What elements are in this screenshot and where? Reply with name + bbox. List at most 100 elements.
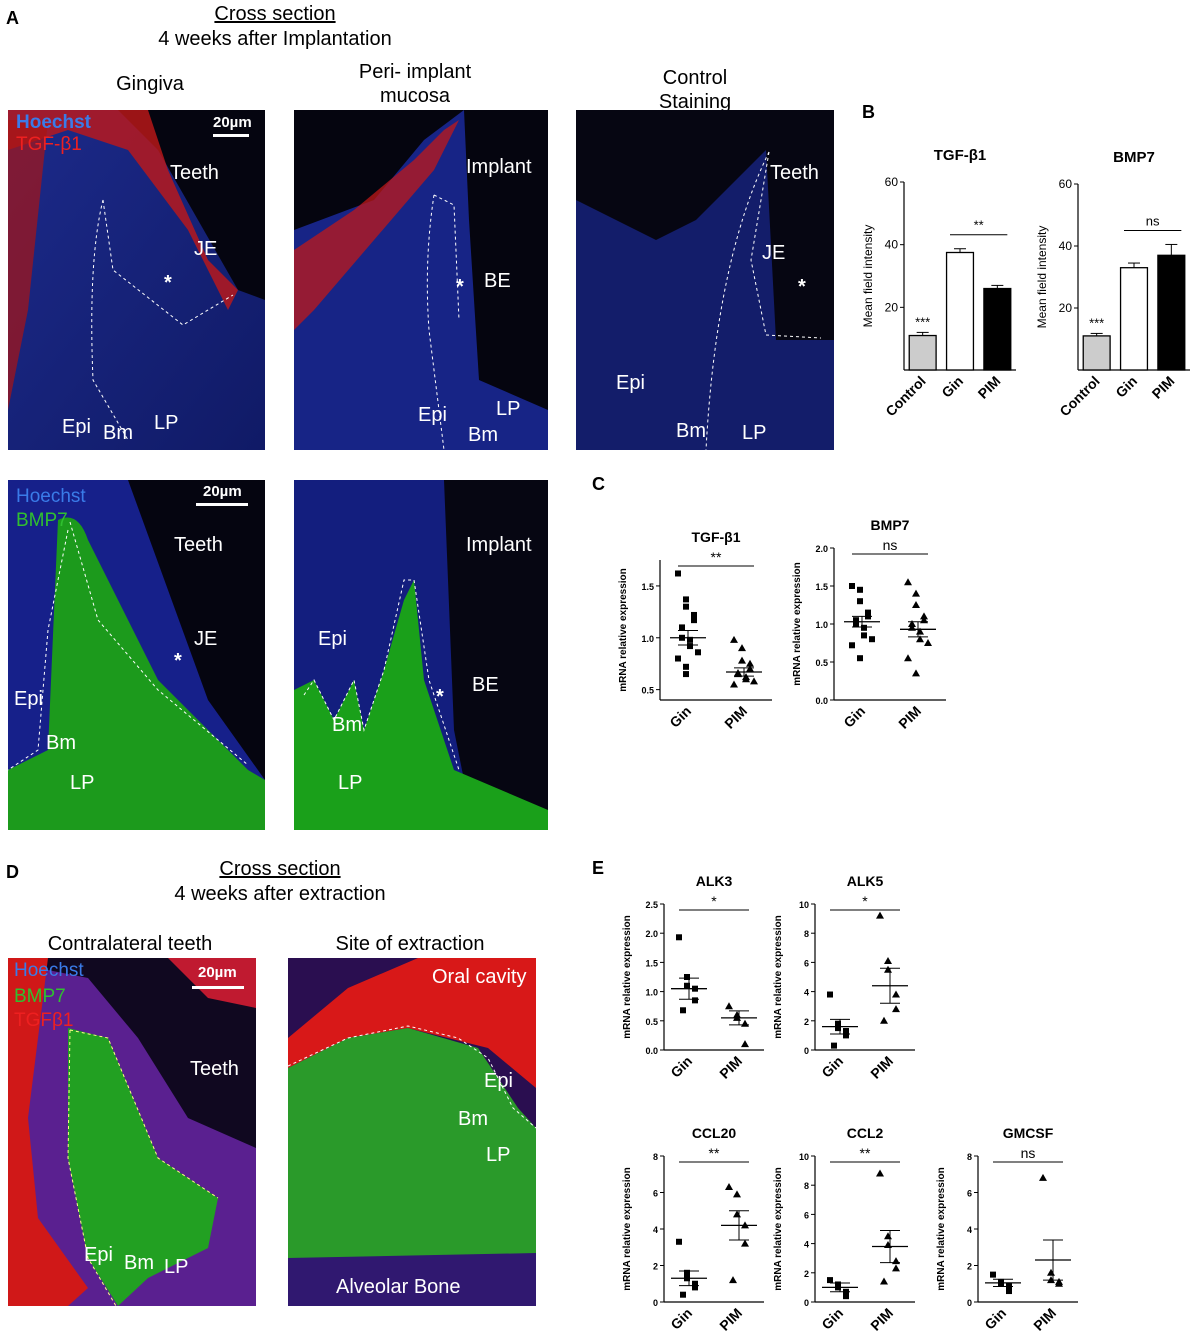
label-lp: LP [496, 398, 521, 420]
chart-title: ALK5 [847, 873, 884, 889]
y-tick-label: 2.0 [645, 929, 658, 939]
label-star: * [456, 276, 464, 298]
label-epi: Epi [14, 688, 43, 710]
y-tick-label: 2.5 [645, 900, 658, 910]
data-point [843, 1028, 849, 1035]
x-tick-label: PIM [716, 1305, 745, 1334]
y-axis-label: Mean field intensity [861, 225, 875, 328]
x-tick-label: PIM [867, 1305, 896, 1334]
data-point [733, 1210, 741, 1218]
y-axis-label: mRNA relative expression [622, 1167, 633, 1291]
data-point [683, 596, 689, 603]
label-epi: Epi [484, 1070, 513, 1092]
col-title-control: Control Staining [658, 67, 732, 113]
label-star: * [174, 650, 182, 672]
data-point [692, 1284, 698, 1291]
y-tick-label: 1.0 [645, 988, 658, 998]
data-point [741, 1239, 749, 1247]
label-je: JE [194, 628, 218, 650]
y-tick-label: 0.0 [645, 1046, 658, 1056]
panel-label-c: C [592, 474, 605, 494]
data-point [695, 649, 701, 656]
section-a-title: Cross section 4 weeks after Implantation [110, 2, 440, 52]
data-point [692, 1280, 698, 1287]
x-tick-label: PIM [867, 1053, 896, 1082]
data-point [683, 671, 689, 678]
data-point [683, 663, 689, 670]
label-be: BE [472, 674, 499, 696]
data-point [750, 677, 758, 685]
micrograph-control: Teeth JE * Epi Bm LP [576, 110, 834, 450]
data-point [684, 1269, 690, 1276]
chart-title: CCL2 [847, 1125, 884, 1141]
label-lp: LP [486, 1144, 511, 1166]
data-point [892, 990, 900, 998]
bar [1082, 335, 1111, 371]
data-point [831, 1042, 837, 1049]
data-point [835, 1020, 841, 1027]
data-point [904, 654, 912, 662]
x-tick-label: Gin [818, 1053, 846, 1081]
label-teeth: Teeth [174, 534, 223, 556]
y-tick-label: 4 [653, 1225, 658, 1235]
label-lp: LP [742, 422, 767, 444]
stain-bmp7: BMP7 [14, 986, 66, 1007]
y-tick-label: 4 [804, 1240, 809, 1250]
chart-title: BMP7 [871, 517, 910, 533]
label-bm: Bm [124, 1252, 154, 1274]
data-point [857, 598, 863, 605]
micrograph-periimplant-bmp7: Implant Epi BE * Bm LP [294, 480, 548, 830]
x-tick-label: PIM [721, 703, 750, 732]
data-point [884, 956, 892, 964]
data-point [892, 1264, 900, 1272]
y-tick-label: 8 [804, 1181, 809, 1191]
x-tick-label: Gin [667, 1305, 695, 1333]
y-tick-label: 1.0 [815, 620, 828, 630]
stain-tgf: TGFβ1 [14, 1010, 74, 1031]
chart-title: ALK3 [696, 873, 733, 889]
y-tick-label: 8 [804, 929, 809, 939]
y-tick-label: 0 [804, 1298, 809, 1308]
significance-label: * [711, 893, 717, 909]
label-je: JE [762, 242, 786, 264]
data-point [680, 1007, 686, 1014]
y-tick-label: 4 [804, 988, 809, 998]
data-point [843, 1032, 849, 1039]
x-tick-label: Gin [981, 1305, 1009, 1333]
x-tick-label: PIM [975, 373, 1004, 402]
data-point [730, 680, 738, 688]
chart-title: BMP7 [1113, 149, 1155, 166]
data-point [876, 911, 884, 919]
section-a-line1: Cross section [214, 3, 336, 25]
panel-label-d: D [6, 862, 19, 882]
x-tick-label: Gin [840, 703, 868, 731]
label-lp: LP [154, 412, 179, 434]
data-point [843, 1293, 849, 1300]
data-point [725, 1183, 733, 1191]
chart-title: CCL20 [692, 1125, 737, 1141]
data-point [892, 1005, 900, 1013]
y-axis-label: Mean field intensity [1035, 226, 1049, 329]
y-axis-label: mRNA relative expression [622, 915, 633, 1039]
data-point [827, 1277, 833, 1284]
y-axis-label: mRNA relative expression [618, 568, 629, 692]
label-epi: Epi [84, 1244, 113, 1266]
stain-tgf: TGF-β1 [16, 134, 82, 155]
panel-label-b: B [862, 102, 875, 122]
label-teeth: Teeth [170, 162, 219, 184]
y-tick-label: 2.0 [815, 544, 828, 554]
x-tick-label: PIM [1030, 1305, 1059, 1334]
y-tick-label: 10 [799, 900, 809, 910]
data-point [680, 1291, 686, 1298]
data-point [990, 1271, 996, 1278]
significance-label: ** [711, 549, 722, 565]
y-tick-label: 8 [653, 1152, 658, 1162]
significance-label: ** [974, 218, 984, 233]
data-point [746, 659, 754, 667]
significance-label: *** [1089, 315, 1104, 330]
y-tick-label: 20 [1059, 301, 1073, 315]
y-tick-label: 1.5 [815, 582, 828, 592]
y-tick-label: 0.0 [815, 696, 828, 706]
data-point [675, 570, 681, 577]
